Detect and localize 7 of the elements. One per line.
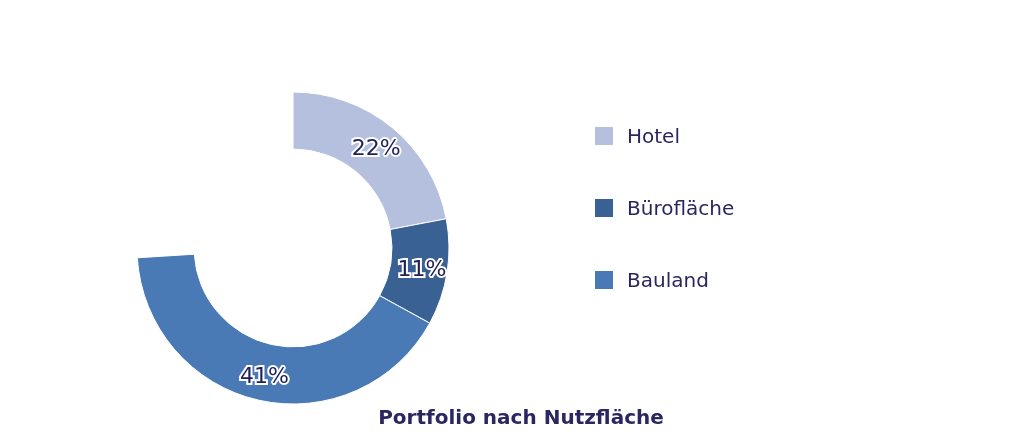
legend-label: Bauland <box>627 268 709 292</box>
legend-label: Bürofläche <box>627 196 735 220</box>
legend-label: Hotel <box>627 124 680 148</box>
data-label: 11% <box>397 255 447 281</box>
data-label: 22% <box>351 134 401 160</box>
text: Portfolio nach Nutzfläche <box>378 405 664 429</box>
data-label: 41% <box>240 362 289 388</box>
